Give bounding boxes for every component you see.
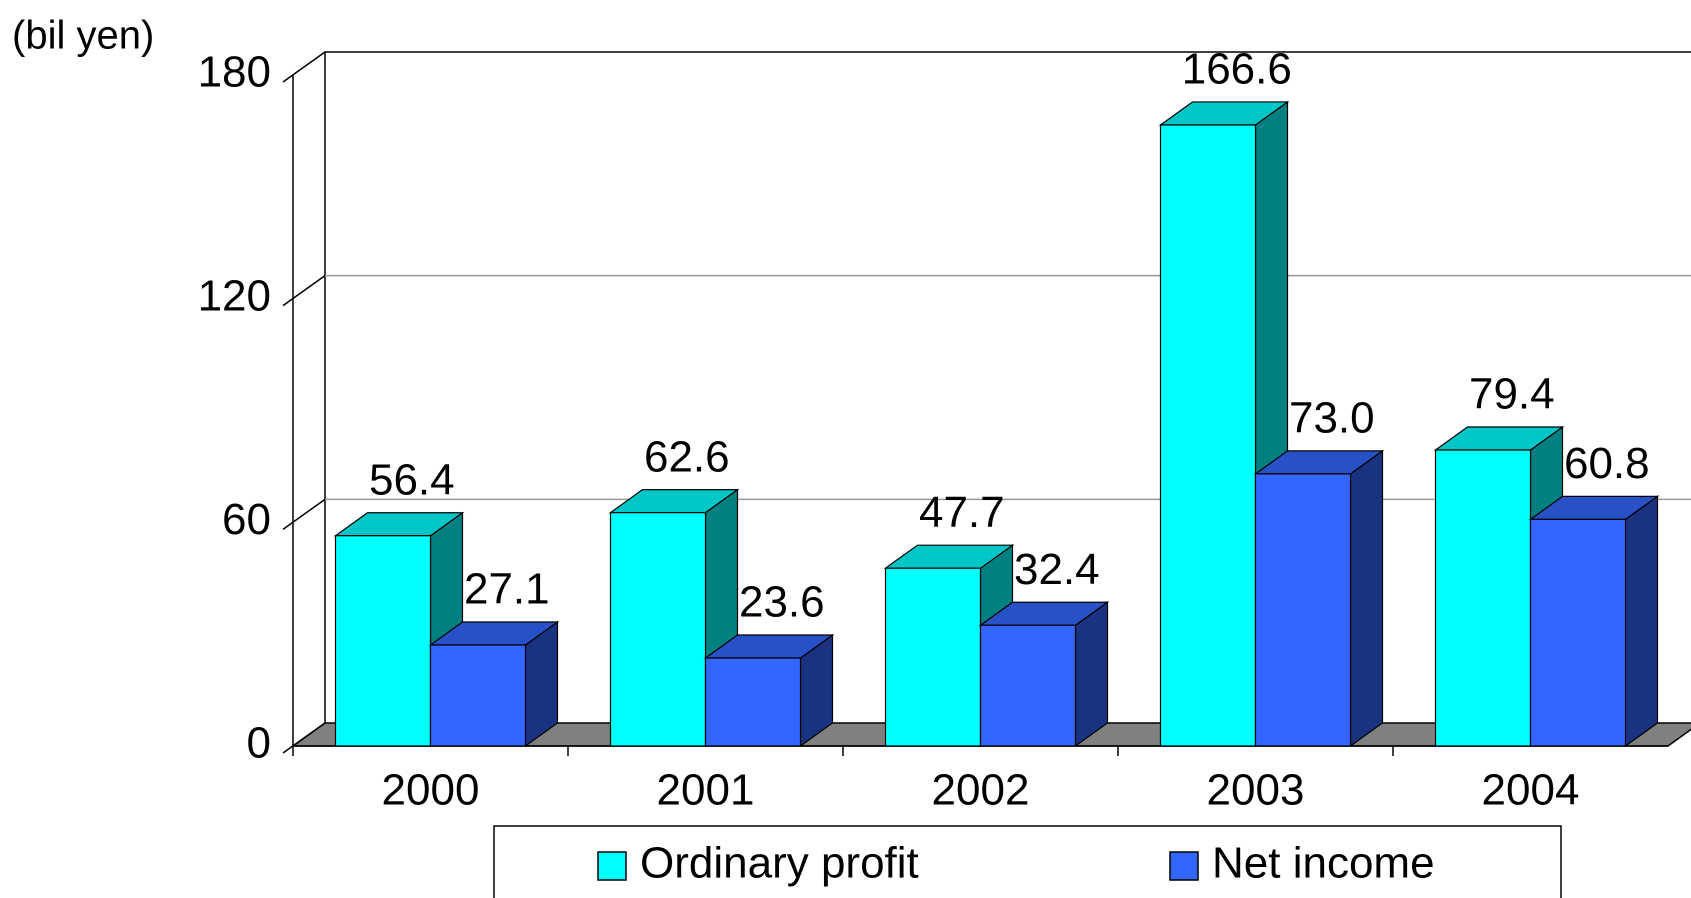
bar xyxy=(334,535,432,747)
bar xyxy=(1159,124,1257,747)
bar xyxy=(979,624,1077,747)
bar-side xyxy=(1349,449,1384,748)
bar xyxy=(1529,518,1627,747)
bar xyxy=(1254,473,1352,747)
y-tick-label: 60 xyxy=(222,495,271,544)
value-label: 166.6 xyxy=(1182,45,1292,94)
value-label: 62.6 xyxy=(644,432,730,481)
legend-label: Net income xyxy=(1212,839,1435,888)
bar xyxy=(609,512,707,747)
y-tick xyxy=(282,51,326,83)
y-tick xyxy=(282,498,326,530)
x-tick-label: 2001 xyxy=(657,766,755,815)
legend-swatch xyxy=(597,851,627,881)
value-label: 32.4 xyxy=(1014,545,1100,594)
x-tick-label: 2003 xyxy=(1207,766,1305,815)
value-label: 73.0 xyxy=(1289,393,1375,442)
bar-side xyxy=(1074,601,1109,748)
y-tick-label: 0 xyxy=(247,719,271,768)
y-tick xyxy=(282,275,326,307)
bar-side xyxy=(1624,495,1659,748)
bar xyxy=(704,657,802,747)
x-tick-label: 2000 xyxy=(382,766,480,815)
bar xyxy=(429,644,527,747)
value-label: 56.4 xyxy=(369,455,455,504)
value-label: 60.8 xyxy=(1564,439,1650,488)
x-tick-label: 2004 xyxy=(1482,766,1580,815)
value-label: 47.7 xyxy=(919,488,1005,537)
legend-label: Ordinary profit xyxy=(640,839,919,888)
x-tick-label: 2002 xyxy=(932,766,1030,815)
value-label: 27.1 xyxy=(464,565,550,614)
bar xyxy=(1434,449,1532,747)
y-tick xyxy=(282,722,326,754)
y-tick-label: 180 xyxy=(198,48,271,97)
value-label: 23.6 xyxy=(739,578,825,627)
legend-box xyxy=(493,825,1562,898)
legend-swatch xyxy=(1169,851,1199,881)
y-tick-label: 120 xyxy=(198,271,271,320)
bar xyxy=(884,567,982,747)
y-axis-label: (bil yen) xyxy=(12,14,154,58)
value-label: 79.4 xyxy=(1469,370,1555,419)
